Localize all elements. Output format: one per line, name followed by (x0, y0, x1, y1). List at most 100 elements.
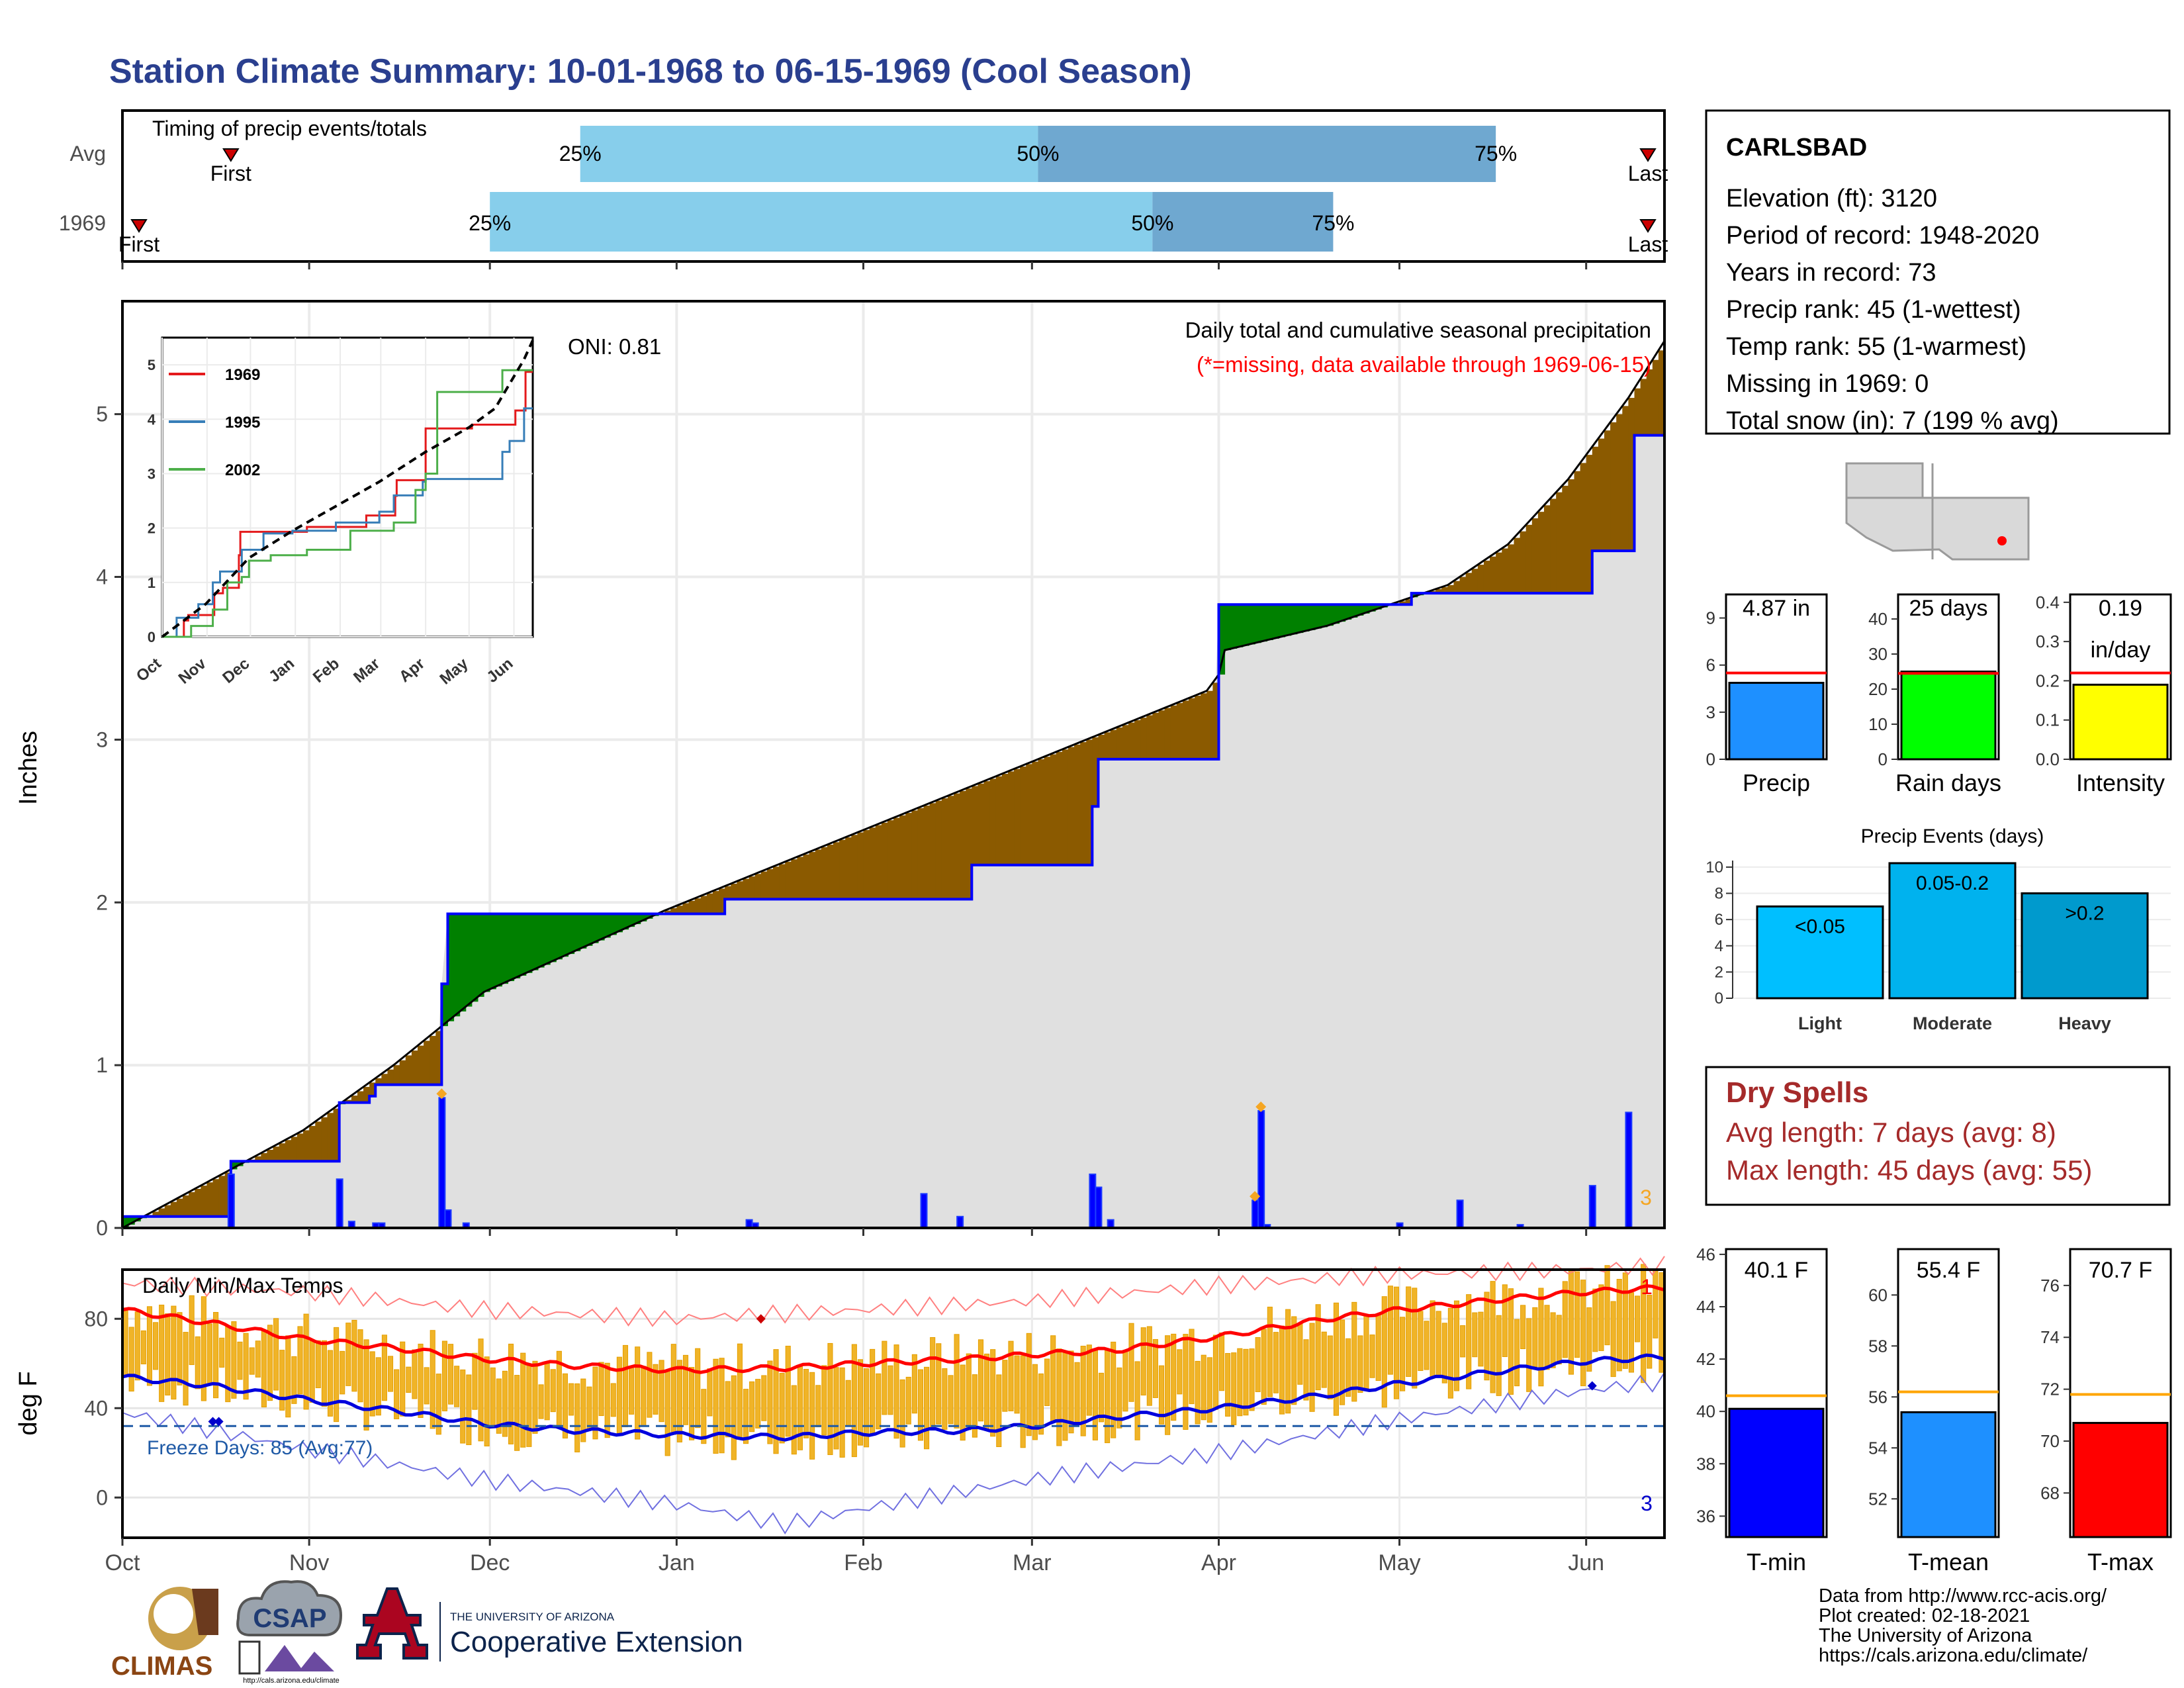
temp-daily-bar-219 (1441, 1323, 1447, 1383)
cumulative-diff-day-74 (568, 914, 575, 955)
temp-summary-bar-T-mean (1900, 1411, 1997, 1538)
events-bar-Light (1756, 905, 1884, 1000)
summary-bar-Precip (1728, 682, 1825, 761)
cumulative-diff-day-86 (640, 914, 647, 921)
temp-daily-bar-217 (1430, 1300, 1435, 1379)
precip-ytick-label-3: 3 (96, 727, 108, 751)
temp-daily-bar-205 (1357, 1335, 1363, 1393)
average-min-line (122, 1353, 1665, 1442)
temp-daily-bar-78 (592, 1366, 598, 1440)
cumulative-diff-day-224 (1471, 569, 1479, 594)
cumulative-diff-day-126 (881, 822, 888, 900)
temp-summary-bars: 36 38 40 42 44 46 40.1 F T-min 52 54 56 58 60 55.4 F T… (1696, 1244, 2172, 1575)
cumulative-diff-day-148 (1014, 769, 1021, 865)
temp-summary-tick-label-T-mean-54: 54 (1868, 1438, 1888, 1458)
temp-daily-bar-1 (128, 1327, 134, 1392)
temp-daily-bar-251 (1634, 1295, 1641, 1342)
cumulative-diff-day-91 (670, 908, 677, 914)
cumulative-diff-day-230 (1508, 544, 1514, 594)
temp-daily-bar-133 (924, 1366, 930, 1450)
cumulative-diff-day-202 (1339, 604, 1346, 622)
cumulative-diff-day-76 (580, 914, 587, 949)
timing-marker-label-last-Avg: Last (1628, 162, 1668, 185)
cumulative-diff-day-255 (1658, 350, 1665, 436)
summary-tick-label-Rain days-10: 10 (1868, 714, 1888, 734)
temp-daily-bar-109 (779, 1373, 785, 1444)
temp-daily-bar-14 (206, 1323, 213, 1386)
cumulative-diff-day-128 (893, 818, 900, 900)
footer: CLIMAS CSAP http://cals.arizona.edu/clim… (111, 1580, 2107, 1685)
temp-daily-bar-139 (960, 1364, 966, 1441)
cumulative-diff-day-23 (261, 1152, 267, 1162)
daily-precip-bar-13 (1095, 1186, 1103, 1229)
temp-daily-bar-39 (357, 1329, 363, 1403)
cumulative-diff-day-116 (821, 847, 828, 900)
cumulative-diff-day-64 (508, 914, 515, 982)
footer-line-1: Plot created: 02-18-2021 (1819, 1605, 2030, 1626)
temp-daily-bar-132 (917, 1369, 924, 1441)
month-label-Apr: Apr (1201, 1550, 1236, 1575)
cumulative-diff-day-16 (218, 1176, 226, 1217)
temp-daily-bar-202 (1340, 1319, 1345, 1405)
cumulative-diff-day-237 (1550, 498, 1557, 594)
cumulative-diff-day-204 (1351, 604, 1358, 618)
daily-precip-bar-12 (1089, 1173, 1097, 1229)
temp-summary-tick-label-T-min-36: 36 (1696, 1506, 1715, 1526)
temp-daily-bar-236 (1544, 1305, 1550, 1370)
cumulative-diff-day-109 (779, 864, 786, 900)
cumulative-diff-day-122 (857, 832, 864, 900)
temp-daily-bar-19 (237, 1341, 243, 1380)
temp-daily-bar-234 (1532, 1307, 1538, 1368)
temp-daily-bar-191 (1273, 1332, 1279, 1393)
temp-daily-bar-120 (845, 1380, 851, 1427)
temp-daily-bar-75 (574, 1383, 580, 1453)
temp-daily-bar-180 (1206, 1357, 1212, 1423)
summary-tick-label-Precip-6: 6 (1706, 655, 1715, 675)
temp-daily-bar-74 (569, 1383, 574, 1416)
cumulative-diff-day-48 (411, 1051, 418, 1085)
cumulative-diff-day-206 (1363, 604, 1370, 614)
temp-daily-bar-77 (586, 1386, 592, 1429)
temp-daily-bar-184 (1231, 1352, 1237, 1425)
temp-daily-bar-37 (345, 1323, 351, 1386)
timing-row-label-avg: Avg (69, 142, 106, 165)
temp-daily-bar-105 (755, 1379, 761, 1429)
inset-ytick-5: 5 (148, 357, 156, 373)
temp-daily-bar-110 (785, 1346, 791, 1437)
temp-daily-bar-142 (978, 1339, 984, 1422)
events-bar-Heavy (2021, 892, 2149, 1000)
cumulative-diff-day-33 (321, 1117, 328, 1162)
temp-daily-bar-238 (1556, 1315, 1562, 1365)
cumulative-diff-day-234 (1531, 518, 1539, 594)
daily-precip-bar-0 (227, 1173, 235, 1229)
temp-summary-tick-label-T-mean-58: 58 (1868, 1336, 1888, 1356)
temp-daily-bar-26 (279, 1350, 285, 1411)
cumulative-diff-day-82 (616, 914, 623, 933)
temp-daily-bar-155 (1056, 1348, 1062, 1446)
cumulative-diff-day-103 (743, 878, 750, 900)
temp-daily-bar-108 (773, 1349, 779, 1454)
timing-marker-first-Avg (222, 148, 240, 162)
temp-y-axis: 0 40 80 (84, 1307, 122, 1509)
cumulative-diff-day-236 (1543, 505, 1551, 594)
temp-daily-bar-70 (544, 1363, 550, 1421)
cumulative-diff-day-100 (725, 886, 731, 900)
cumulative-diff-day-165 (1116, 727, 1123, 759)
daily-precip-bar-21 (1588, 1185, 1596, 1229)
temp-daily-bar-53 (441, 1340, 447, 1411)
temp-daily-bar-177 (1189, 1329, 1195, 1405)
temp-daily-bar-170 (1146, 1326, 1152, 1406)
temp-daily-bar-64 (508, 1343, 514, 1444)
summary-tick-label-Rain days-20: 20 (1868, 679, 1888, 699)
temp-daily-bar-237 (1550, 1312, 1556, 1368)
cumulative-diff-day-250 (1628, 398, 1635, 551)
temp-daily-bar-62 (496, 1378, 502, 1434)
temp-daily-bar-28 (291, 1356, 297, 1404)
cumulative-diff-day-134 (929, 803, 936, 900)
cumulative-diff-day-50 (424, 1041, 430, 1085)
cumulative-diff-day-241 (1574, 471, 1581, 594)
cumulative-diff-day-135 (935, 800, 942, 900)
temp-daily-bar-60 (484, 1356, 490, 1446)
cumulative-diff-day-85 (634, 914, 641, 925)
temp-daily-bar-235 (1538, 1288, 1544, 1387)
